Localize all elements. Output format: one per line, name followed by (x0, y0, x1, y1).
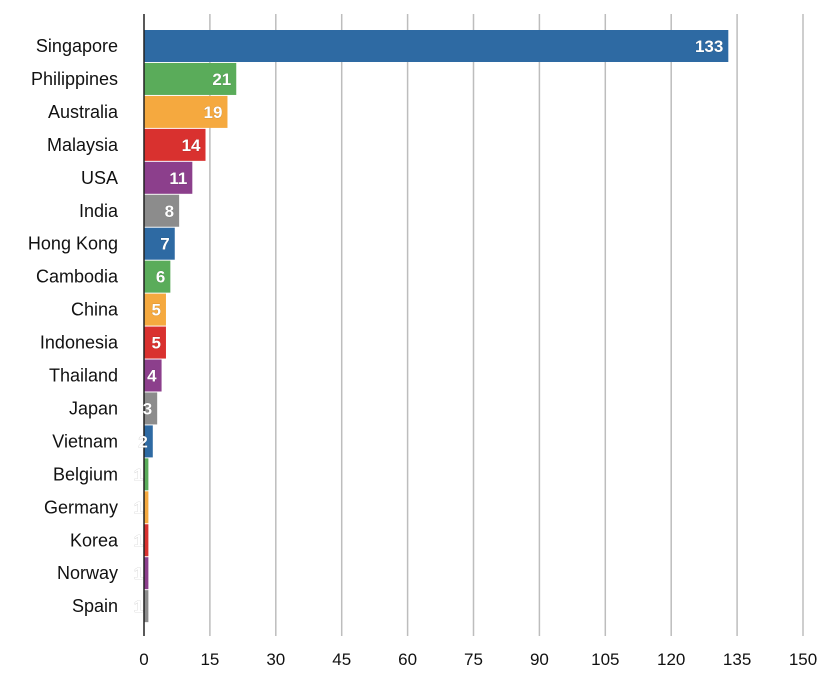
bar (144, 425, 153, 458)
data-label: 4 (147, 367, 157, 386)
bar (144, 161, 193, 194)
x-tick-label: 30 (266, 650, 285, 669)
data-label: 1 (134, 597, 143, 616)
data-label: 2 (138, 432, 147, 451)
data-label: 11 (169, 169, 187, 188)
bar (144, 359, 162, 392)
x-tick-label: 135 (723, 650, 751, 669)
bar (144, 293, 166, 326)
data-label: 14 (182, 136, 201, 155)
data-label: 21 (212, 70, 231, 89)
category-label: Vietnam (52, 431, 118, 451)
data-label: 6 (156, 268, 165, 287)
data-label: 133 (695, 37, 723, 56)
category-label: Indonesia (40, 333, 119, 353)
category-label: USA (81, 168, 118, 188)
bar (144, 95, 228, 128)
bar (144, 590, 149, 623)
category-label: China (71, 300, 119, 320)
bar (144, 557, 149, 590)
data-label: 19 (204, 103, 223, 122)
category-label: Cambodia (36, 267, 119, 287)
data-label: 1 (134, 465, 143, 484)
bar (144, 62, 237, 95)
data-label: 7 (160, 235, 169, 254)
category-label: Philippines (31, 69, 118, 89)
category-label: India (79, 201, 119, 221)
x-tick-label: 105 (591, 650, 619, 669)
bar (144, 30, 729, 62)
category-label: Korea (70, 530, 119, 550)
x-tick-label: 0 (139, 650, 148, 669)
bar (144, 392, 158, 425)
bar (144, 326, 166, 359)
bar (144, 227, 175, 260)
bar (144, 128, 206, 161)
category-label: Norway (57, 563, 118, 583)
category-label: Belgium (53, 464, 118, 484)
bar (144, 194, 180, 227)
x-tick-label: 15 (200, 650, 219, 669)
data-label: 8 (165, 202, 174, 221)
x-tick-label: 150 (789, 650, 817, 669)
bar (144, 260, 171, 293)
category-label: Hong Kong (28, 234, 118, 254)
category-label: Spain (72, 596, 118, 616)
gridlines (209, 14, 804, 636)
data-label: 5 (151, 334, 160, 353)
category-label: Australia (48, 102, 119, 122)
data-label: 5 (151, 301, 160, 320)
bars (144, 30, 729, 623)
category-label: Germany (44, 497, 118, 517)
x-tick-label: 60 (398, 650, 417, 669)
data-label: 1 (134, 531, 143, 550)
category-label: Singapore (36, 36, 118, 56)
x-tick-label: 75 (464, 650, 483, 669)
category-label: Thailand (49, 366, 118, 386)
category-label: Japan (69, 398, 118, 418)
bar (144, 491, 149, 524)
bar (144, 524, 149, 557)
category-label: Malaysia (47, 135, 119, 155)
x-tick-label: 120 (657, 650, 685, 669)
data-label: 1 (134, 498, 143, 517)
x-tick-label: 45 (332, 650, 351, 669)
data-label: 3 (143, 399, 152, 418)
bar (144, 458, 149, 491)
x-tick-label: 90 (530, 650, 549, 669)
data-label: 1 (134, 564, 143, 583)
